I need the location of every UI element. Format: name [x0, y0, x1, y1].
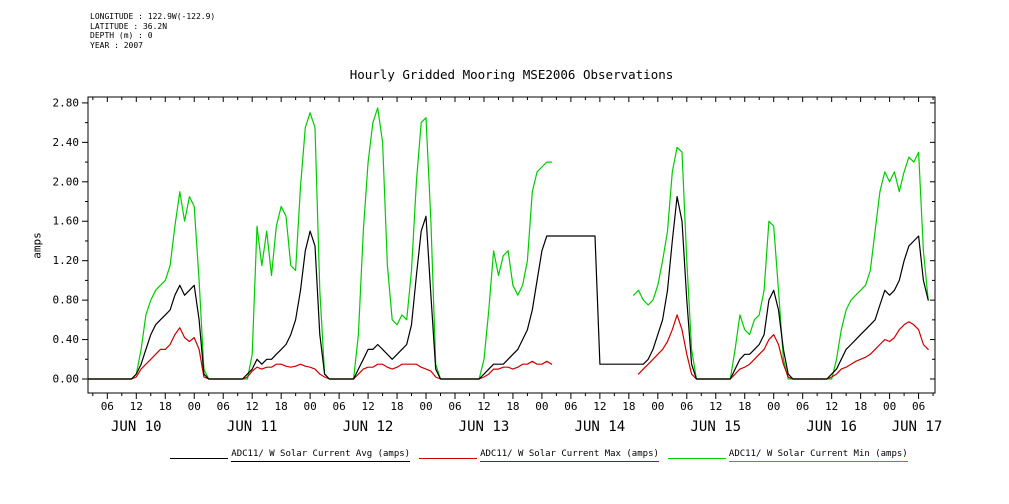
- day-label: JUN 11: [227, 419, 278, 435]
- day-label: JUN 15: [690, 419, 741, 435]
- legend-item-min: ADC11/ W Solar Current Min (amps): [667, 449, 908, 462]
- header-metadata: LONGITUDE : 122.9W(-122.9) LATITUDE : 36…: [90, 12, 215, 50]
- y-tick-label: 0.40: [53, 333, 80, 346]
- y-tick-label: 1.60: [53, 215, 80, 228]
- x-tick-label: 06: [796, 400, 809, 413]
- series-line-min: [87, 107, 929, 380]
- x-tick-label: 12: [477, 400, 490, 413]
- day-label: JUN 10: [111, 419, 162, 435]
- x-tick-label: 06: [217, 400, 230, 413]
- x-tick-label: 00: [767, 400, 780, 413]
- x-tick-label: 18: [390, 400, 403, 413]
- x-tick-label: 00: [188, 400, 201, 413]
- x-tick-label: 00: [535, 400, 548, 413]
- day-label: JUN 14: [575, 419, 626, 435]
- day-label: JUN 12: [343, 419, 394, 435]
- y-tick-label: 1.20: [53, 254, 80, 267]
- x-tick-label: 06: [912, 400, 925, 413]
- x-tick-label: 00: [651, 400, 664, 413]
- y-tick-label: 0.00: [53, 372, 80, 385]
- y-tick-label: 2.40: [53, 136, 80, 149]
- x-tick-label: 12: [130, 400, 143, 413]
- legend-label-max: ADC11/ W Solar Current Max (amps): [480, 449, 659, 462]
- x-tick-label: 06: [564, 400, 577, 413]
- x-tick-label: 18: [275, 400, 288, 413]
- x-tick-label: 12: [825, 400, 838, 413]
- chart-title: Hourly Gridded Mooring MSE2006 Observati…: [349, 67, 674, 82]
- x-tick-label: 00: [304, 400, 317, 413]
- x-tick-label: 18: [738, 400, 751, 413]
- meta-longitude: LONGITUDE : 122.9W(-122.9): [90, 12, 216, 21]
- x-tick-label: 12: [709, 400, 722, 413]
- y-tick-label: 2.00: [53, 175, 80, 188]
- legend-item-avg: ADC11/ W Solar Current Avg (amps): [170, 449, 411, 462]
- series-line-max: [87, 314, 929, 380]
- meta-year: YEAR : 2007: [90, 40, 143, 50]
- chart-legend: ADC11/ W Solar Current Avg (amps) ADC11/…: [88, 449, 935, 462]
- series-line-avg: [87, 196, 929, 380]
- x-tick-label: 18: [159, 400, 172, 413]
- x-tick-label: 00: [419, 400, 432, 413]
- x-tick-label: 12: [361, 400, 374, 413]
- legend-line-sample-avg: [170, 458, 229, 459]
- x-tick-label: 12: [593, 400, 606, 413]
- legend-item-max: ADC11/ W Solar Current Max (amps): [419, 449, 659, 462]
- meta-depth: DEPTH (m) : 0: [90, 31, 153, 40]
- x-tick-label: 06: [101, 400, 114, 413]
- x-tick-label: 18: [854, 400, 867, 413]
- plot-frame: [87, 96, 936, 394]
- x-tick-label: 00: [883, 400, 896, 413]
- day-label: JUN 17: [892, 419, 943, 435]
- legend-line-sample-min: [667, 458, 726, 459]
- day-label: JUN 16: [806, 419, 857, 435]
- y-tick-label: 0.80: [53, 294, 80, 307]
- legend-label-min: ADC11/ W Solar Current Min (amps): [728, 449, 908, 462]
- meta-latitude: LATITUDE : 36.2N: [90, 21, 168, 31]
- y-tick-label: 2.80: [53, 96, 80, 109]
- x-tick-label: 18: [506, 400, 519, 413]
- x-tick-label: 06: [680, 400, 693, 413]
- day-label: JUN 13: [459, 419, 510, 435]
- legend-line-sample-max: [419, 458, 478, 459]
- x-tick-label: 18: [622, 400, 635, 413]
- x-tick-label: 12: [246, 400, 259, 413]
- legend-label-avg: ADC11/ W Solar Current Avg (amps): [231, 449, 411, 462]
- x-tick-label: 06: [332, 400, 345, 413]
- x-tick-label: 06: [448, 400, 461, 413]
